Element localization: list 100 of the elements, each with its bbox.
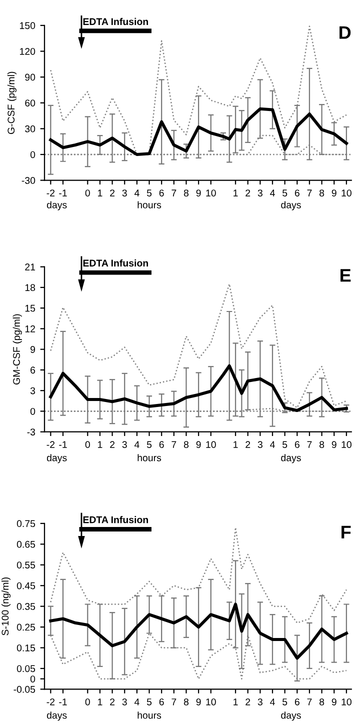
y-tick-label: 0.35 bbox=[16, 603, 36, 610]
x-tick-label: 9 bbox=[196, 190, 201, 196]
x-tick-label: 4 bbox=[134, 698, 140, 706]
y-tick-label: -30 bbox=[22, 177, 36, 184]
y-tick-label: -3 bbox=[27, 428, 36, 436]
y-tick-label: 0.05 bbox=[16, 665, 36, 672]
x-tick-label: 7 bbox=[172, 698, 176, 706]
x-tick-label: 2 bbox=[246, 190, 250, 196]
y-tick-label: 30 bbox=[25, 125, 36, 132]
x-tick-label: -2 bbox=[46, 441, 54, 448]
x-tick-label: 8 bbox=[184, 441, 189, 448]
y-tick-label: 0 bbox=[30, 408, 36, 415]
text: EDTA Infusion bbox=[83, 259, 148, 267]
x-tick-label: 9 bbox=[196, 441, 201, 448]
x-tick-label: 10 bbox=[342, 190, 352, 196]
x-tick-label: 5 bbox=[282, 190, 288, 196]
y-tick-label: 15 bbox=[25, 304, 36, 312]
y-tick-label: 12 bbox=[25, 325, 35, 332]
x-tick-label: 7 bbox=[172, 190, 176, 196]
y-tick-label: 0 bbox=[30, 676, 36, 682]
x-tick-label: 5 bbox=[146, 698, 152, 706]
x-tick-label: 7 bbox=[307, 698, 312, 706]
y-axis-title: S-100 (ng/ml) bbox=[1, 577, 11, 636]
x-tick-label: 1 bbox=[98, 190, 102, 196]
y-axis-title: GM-CSF (pg/ml) bbox=[12, 314, 22, 384]
text: days bbox=[281, 454, 301, 464]
chart-title: D bbox=[340, 26, 351, 39]
x-tick-label: 3 bbox=[258, 441, 262, 448]
x-tick-label: 3 bbox=[258, 190, 262, 196]
y-tick-label: 0.65 bbox=[16, 540, 36, 548]
x-tick-label: 8 bbox=[184, 190, 189, 196]
x-tick-label: 9 bbox=[332, 190, 336, 196]
x-tick-label: 5 bbox=[282, 441, 288, 448]
y-tick-label: 0.75 bbox=[16, 520, 36, 528]
x-tick-label: -1 bbox=[59, 698, 67, 706]
x-tick-label: 7 bbox=[307, 441, 312, 448]
y-tick-label: 3 bbox=[30, 387, 36, 394]
y-tick-label: 90 bbox=[25, 74, 36, 81]
x-tick-label: 1 bbox=[98, 441, 102, 448]
x-tick-label: 6 bbox=[159, 441, 164, 448]
x-tick-label: 10 bbox=[342, 698, 352, 706]
x-tick-label: 4 bbox=[270, 698, 275, 706]
text: hours bbox=[138, 201, 162, 208]
y-tick-label: 21 bbox=[25, 264, 35, 270]
text: EDTA Infusion bbox=[83, 516, 148, 524]
x-tick-label: -1 bbox=[59, 190, 67, 196]
y-tick-label: 6 bbox=[30, 366, 36, 374]
x-tick-label: 10 bbox=[206, 190, 216, 196]
x-tick-label: 0 bbox=[85, 441, 90, 448]
x-tick-label: 6 bbox=[294, 441, 300, 448]
x-tick-label: 8 bbox=[320, 190, 324, 196]
x-tick-label: 6 bbox=[294, 698, 300, 706]
text: hours bbox=[138, 712, 162, 719]
text: days bbox=[46, 712, 67, 721]
text: EDTA Infusion bbox=[83, 18, 148, 26]
x-tick-label: 9 bbox=[332, 698, 336, 706]
chart-title: E bbox=[340, 269, 351, 282]
y-tick-label: 0.25 bbox=[16, 624, 36, 631]
x-tick-label: 2 bbox=[110, 441, 114, 448]
x-tick-label: 4 bbox=[134, 190, 140, 196]
x-tick-label: 1 bbox=[98, 698, 102, 706]
x-tick-label: 2 bbox=[110, 190, 114, 196]
x-tick-label: 1 bbox=[234, 190, 238, 196]
y-tick-label: 0 bbox=[30, 151, 36, 158]
x-tick-label: 3 bbox=[258, 698, 262, 706]
x-tick-label: 3 bbox=[122, 190, 127, 196]
x-tick-label: 7 bbox=[307, 190, 312, 196]
x-tick-label: 6 bbox=[294, 190, 300, 196]
text: hours bbox=[138, 454, 162, 462]
x-tick-label: 4 bbox=[134, 441, 140, 448]
x-tick-label: 1 bbox=[234, 698, 238, 706]
x-tick-label: 2 bbox=[110, 698, 114, 706]
y-tick-label: 0.45 bbox=[16, 582, 36, 590]
x-tick-label: 4 bbox=[270, 441, 275, 448]
x-tick-label: 5 bbox=[146, 190, 152, 196]
y-tick-label: 9 bbox=[30, 346, 36, 353]
x-tick-label: 2 bbox=[246, 441, 250, 448]
x-tick-label: 3 bbox=[122, 441, 127, 448]
x-tick-label: 10 bbox=[206, 441, 216, 448]
y-tick-label: 60 bbox=[25, 100, 36, 106]
x-tick-label: 10 bbox=[206, 698, 216, 706]
y-axis-title: G-CSF (pg/ml) bbox=[7, 72, 16, 134]
x-tick-label: 8 bbox=[184, 698, 189, 706]
x-tick-label: 9 bbox=[332, 441, 336, 448]
y-tick-label: -0.05 bbox=[14, 686, 36, 693]
text: days bbox=[281, 201, 301, 210]
text: days bbox=[46, 201, 67, 210]
x-tick-label: -2 bbox=[46, 698, 54, 706]
x-tick-label: 2 bbox=[246, 698, 250, 706]
x-tick-label: 7 bbox=[172, 441, 176, 448]
x-tick-label: 8 bbox=[320, 698, 324, 706]
x-tick-label: 5 bbox=[146, 441, 152, 448]
x-tick-label: 3 bbox=[122, 698, 127, 706]
x-tick-label: 8 bbox=[320, 441, 324, 448]
x-tick-label: 0 bbox=[85, 190, 90, 196]
x-tick-label: -2 bbox=[46, 190, 54, 196]
text: days bbox=[46, 454, 67, 464]
y-tick-label: 150 bbox=[20, 22, 36, 30]
x-tick-label: 10 bbox=[342, 441, 352, 448]
x-tick-label: 6 bbox=[159, 190, 164, 196]
